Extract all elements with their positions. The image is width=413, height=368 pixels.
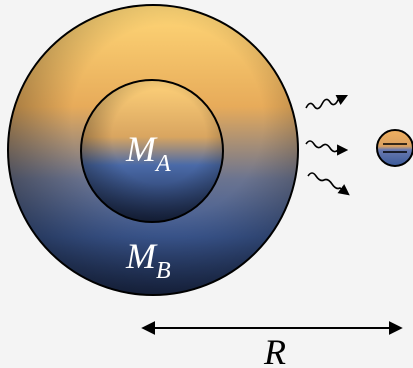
small-body: [377, 130, 413, 166]
distance-label: R: [263, 332, 286, 368]
radiation-waves: [306, 96, 348, 194]
diagram: MA MB R: [0, 0, 413, 368]
